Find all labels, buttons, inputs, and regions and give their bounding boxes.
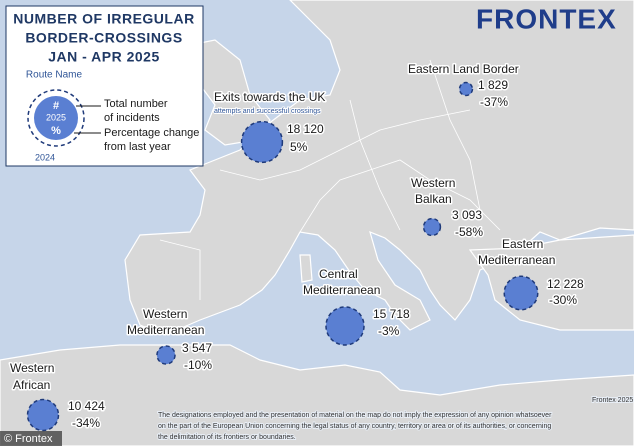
route-incidents: 18 120	[287, 122, 324, 136]
route-incidents: 15 718	[373, 307, 410, 321]
route-bubble	[26, 398, 60, 432]
legend-route-name: Route Name	[26, 70, 83, 81]
legend-note: of incidents	[104, 112, 160, 124]
route-name: Western	[143, 307, 187, 321]
route-name: Eastern Land Border	[408, 62, 519, 76]
legend-title: JAN - APR 2025	[48, 49, 160, 65]
route-change: -10%	[184, 358, 212, 372]
route-name: Exits towards the UK	[214, 90, 325, 104]
disclaimer: on the part of the European Union concer…	[158, 423, 551, 430]
route-incidents: 3 547	[182, 341, 212, 355]
route-bubble	[156, 345, 176, 365]
source: Frontex 2025	[592, 397, 633, 404]
route-bubble	[325, 306, 365, 346]
legend-note: from last year	[104, 141, 171, 153]
route-bubble	[458, 81, 474, 97]
legend-year-previous: 2024	[35, 152, 55, 162]
route-name: Mediterranean	[303, 283, 380, 297]
legend-title: BORDER-CROSSINGS	[25, 30, 182, 46]
copyright-bg	[0, 431, 62, 446]
route-bubble	[240, 120, 284, 164]
route-name: Eastern	[502, 237, 543, 251]
legend-percent: %	[51, 125, 61, 137]
legend-bubble	[34, 96, 78, 140]
route-bubble	[422, 217, 442, 237]
legend-box	[5, 5, 204, 167]
route-change: -58%	[455, 225, 483, 239]
legend: NUMBER OF IRREGULAR BORDER-CROSSINGS JAN…	[5, 5, 204, 167]
legend-previous-ring	[27, 89, 85, 147]
route-change: 5%	[290, 140, 308, 154]
legend-note: Percentage change	[104, 127, 199, 139]
route-name: Balkan	[415, 192, 452, 206]
route-incidents: 3 093	[452, 208, 482, 222]
route-change: -30%	[549, 293, 577, 307]
logo: FRONTEX	[476, 3, 617, 34]
disclaimer: the delimitation of its frontiers or bou…	[158, 434, 296, 441]
route-name: Mediterranean	[478, 253, 555, 267]
route-change: -34%	[72, 416, 100, 430]
route-incidents: 10 424	[68, 399, 105, 413]
borders	[159, 59, 501, 300]
route-name: Western	[10, 361, 54, 375]
disclaimer: The designations employed and the presen…	[158, 412, 552, 419]
route-name: Central	[319, 267, 358, 281]
route-subtitle: attempts and successful crossings	[214, 108, 321, 115]
route-change: -37%	[480, 95, 508, 109]
legend-year: 2025	[46, 112, 66, 122]
route-incidents: 1 829	[478, 78, 508, 92]
legend-note: Total number	[104, 98, 168, 110]
legend-title: NUMBER OF IRREGULAR	[13, 11, 194, 27]
route-change: -3%	[378, 324, 400, 338]
route-incidents: 12 228	[547, 277, 584, 291]
route-name: Mediterranean	[127, 323, 204, 337]
route-name: African	[13, 378, 50, 392]
route-bubble	[503, 275, 539, 311]
legend-symbol: #	[53, 100, 59, 112]
route-name: Western	[411, 176, 455, 190]
copyright: © Frontex	[4, 433, 53, 445]
